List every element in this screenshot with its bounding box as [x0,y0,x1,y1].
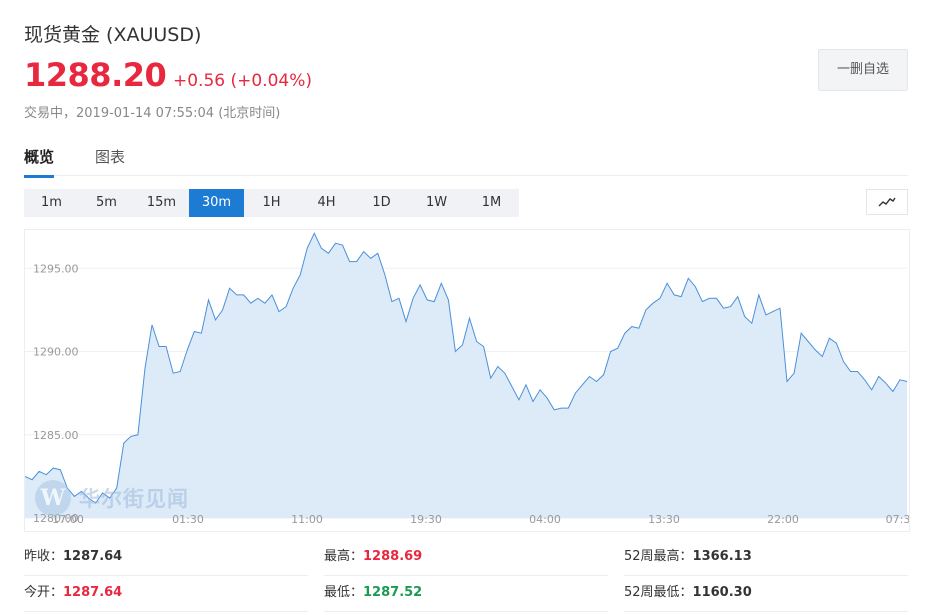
period-5m[interactable]: 5m [96,195,117,210]
stat-label: 最低： [324,585,364,600]
period-1m[interactable]: 1m [41,195,62,210]
y-tick-label: 1285.00 [33,429,79,442]
instrument-title: 现货黄金 (XAUUSD) [24,24,202,46]
x-tick-label: 07:3 [886,513,909,526]
price-area [25,233,907,519]
stat-label: 52周最低： [624,585,693,600]
period-4h[interactable]: 4H [317,195,336,210]
price-line [24,232,908,504]
period-1h[interactable]: 1H [262,195,281,210]
stat-52w-low: 52周最低：1160.30 [624,576,908,612]
remove-watchlist-button[interactable]: 一删自选 [818,49,908,91]
stat-52w-high: 52周最高：1366.13 [624,540,908,576]
tab-bar: 概览 图表 [24,142,908,178]
stat-value: 1287.52 [363,585,423,600]
stat-value: 1288.69 [363,549,423,564]
stat-value: 1160.30 [692,585,752,600]
x-tick-label: 04:00 [529,513,561,526]
period-selector: 1m 5m 15m 30m 1H 4H 1D 1W 1M [24,189,519,217]
stat-high: 最高：1288.69 [324,540,608,576]
stat-value: 1366.13 [692,549,752,564]
stat-prev-close: 昨收：1287.64 [24,540,308,576]
trading-status: 交易中，2019-01-14 07:55:04 (北京时间) [24,106,281,121]
period-30m[interactable]: 30m [189,189,244,217]
y-tick-label: 1295.00 [33,262,79,275]
price-chart[interactable]: 1280.00 1285.00 1290.00 1295.00 17:00 01:30 11… [24,229,910,532]
x-tick-label: 01:30 [172,513,204,526]
x-tick-label: 19:30 [410,513,442,526]
x-tick-label: 22:00 [767,513,799,526]
current-price: 1288.20 [24,56,167,94]
stat-value: 1287.64 [63,549,123,564]
stat-label: 昨收： [24,549,64,564]
price-change: +0.56 (+0.04%) [173,71,313,91]
x-tick-label: 17:00 [52,513,84,526]
tab-overview[interactable]: 概览 [24,146,55,178]
x-tick-label: 13:30 [648,513,680,526]
period-1d[interactable]: 1D [372,195,391,210]
x-tick-label: 11:00 [291,513,323,526]
y-tick-label: 1290.00 [33,346,79,359]
period-1mo[interactable]: 1M [481,195,502,210]
stat-label: 52周最高： [624,549,693,564]
stat-open: 今开：1287.64 [24,576,308,612]
period-15m[interactable]: 15m [146,195,177,210]
period-1w[interactable]: 1W [425,195,448,210]
line-chart-icon [878,197,896,207]
stat-value: 1287.64 [63,585,123,600]
chart-type-button[interactable] [866,189,908,215]
stat-label: 今开： [24,585,64,600]
tab-chart[interactable]: 图表 [95,148,126,166]
stat-label: 最高： [324,549,364,564]
stat-low: 最低：1287.52 [324,576,608,612]
